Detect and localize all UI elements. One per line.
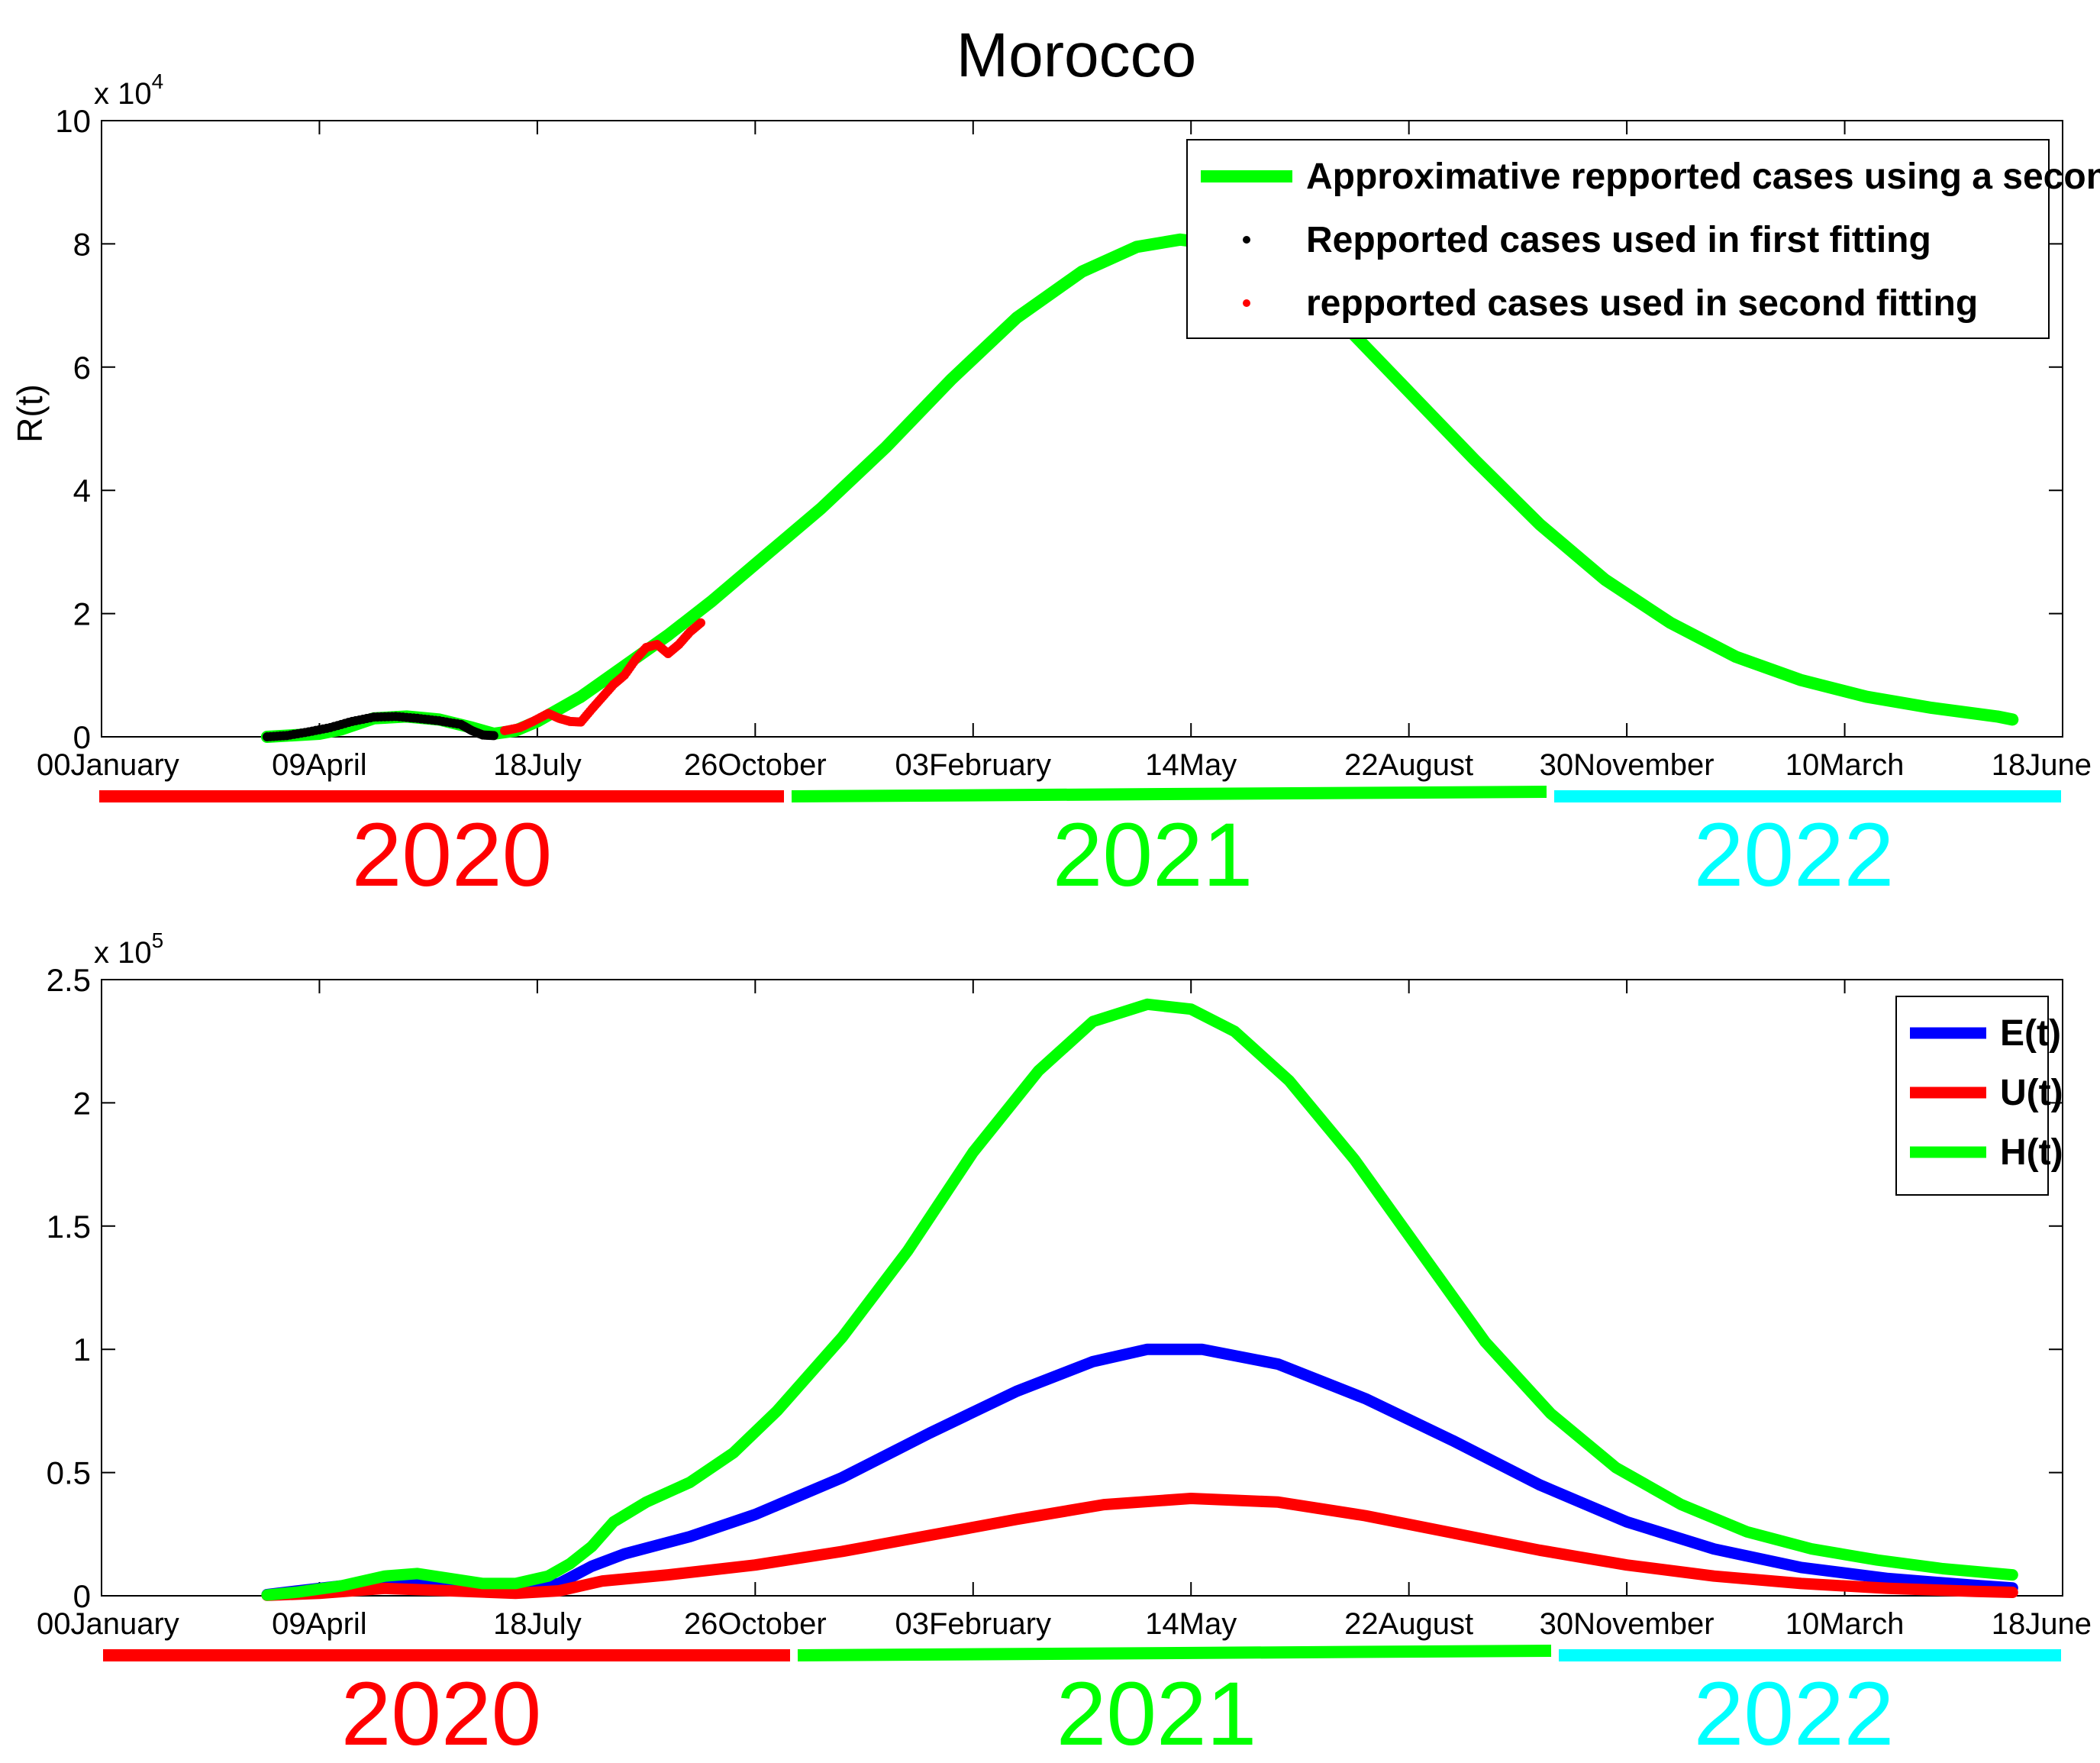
y-tick-label: 0 [73, 1578, 91, 1614]
top-panel-r-t: 0 2 4 6 8 10 00January 09April 18July 26October 03… [10, 69, 2100, 906]
series-repported-cases-used-in-second-fitting [500, 618, 705, 735]
x-tick-label: 03February [895, 1607, 1051, 1641]
y-tick-label: 2 [73, 1085, 91, 1121]
x-tick-label: 26October [684, 1607, 827, 1641]
legend-label: repported cases used in second fitting [1306, 283, 1978, 324]
y-multiplier: x 105 [94, 928, 163, 970]
chart-title: Morocco [956, 21, 1196, 90]
legend-label: H(t) [2000, 1132, 2063, 1173]
x-tick-label: 30November [1540, 748, 1715, 782]
year-label: 2021 [1056, 1664, 1257, 1763]
x-tick-label: 09April [272, 748, 367, 782]
plot-area-frame [101, 979, 2063, 1597]
x-tick-label: 26October [684, 748, 827, 782]
legend-marker-repported-cases-used-in-first-fitting [1243, 236, 1250, 244]
y-multiplier-base: x 10 [94, 77, 152, 111]
y-tick-label: 0 [73, 719, 91, 755]
x-tick-label: 03February [895, 748, 1051, 782]
y-axis-label: R(t) [10, 384, 50, 443]
y-multiplier: x 104 [94, 69, 163, 111]
y-tick-label: 1.5 [47, 1209, 91, 1245]
year-label: 2022 [1694, 805, 1895, 906]
plot-area-frame [101, 120, 2063, 738]
y-tick-label: 8 [73, 226, 91, 262]
y-tick-label: 6 [73, 350, 91, 386]
year-label: 2020 [341, 1664, 542, 1763]
series-line-e-t [261, 1343, 2018, 1600]
x-tick-label: 18July [493, 748, 582, 782]
y-multiplier-exponent: 5 [152, 928, 164, 952]
x-tick-label: 22August [1344, 1607, 1473, 1641]
legend-marker-repported-cases-used-in-second-fitting [1243, 299, 1250, 307]
x-tick-label: 18July [493, 1607, 582, 1641]
legend-label: Approximative repported cases using a se… [1306, 157, 2100, 197]
data-point [489, 731, 498, 741]
x-tick-label: 14May [1145, 748, 1237, 782]
legend-label: E(t) [2000, 1013, 2061, 1054]
legend-box [1186, 139, 2050, 339]
x-tick-label: 10March [1785, 748, 1905, 782]
x-tick-label: 14May [1145, 1607, 1237, 1641]
year-label: 2020 [352, 805, 553, 906]
legend-label: Repported cases used in first fitting [1306, 220, 1931, 260]
y-tick-label: 10 [55, 103, 91, 139]
x-tick-label: 30November [1540, 1607, 1715, 1641]
y-tick-label: 2.5 [47, 962, 91, 998]
y-tick-label: 0.5 [47, 1455, 91, 1491]
series-repported-cases-used-in-first-fitting [262, 712, 498, 741]
x-tick-label: 00January [37, 748, 179, 782]
y-tick-label: 1 [73, 1332, 91, 1367]
x-tick-label: 00January [37, 1607, 179, 1641]
year-bar-2021 [797, 1645, 1552, 1661]
year-bar-2021 [791, 786, 1547, 802]
x-tick-label: 18June [1992, 748, 2092, 782]
legend-label: U(t) [2000, 1073, 2063, 1113]
y-multiplier-exponent: 4 [152, 69, 164, 93]
x-tick-label: 09April [272, 1607, 367, 1641]
y-tick-label: 4 [73, 473, 91, 509]
year-label: 2022 [1694, 1664, 1895, 1763]
bottom-panel-euh: 0 0.5 1 1.5 2 2.5 00January 09April 18July 26Octo… [37, 928, 2092, 1763]
x-tick-label: 22August [1344, 748, 1473, 782]
series-line-u-t [261, 1493, 2018, 1601]
x-tick-label: 10March [1785, 1607, 1905, 1641]
year-label: 2021 [1053, 805, 1253, 906]
y-multiplier-base: x 10 [94, 936, 152, 970]
series-line-h-t [261, 998, 2018, 1601]
y-tick-label: 2 [73, 596, 91, 632]
x-tick-label: 18June [1992, 1607, 2092, 1641]
data-point [695, 618, 705, 628]
